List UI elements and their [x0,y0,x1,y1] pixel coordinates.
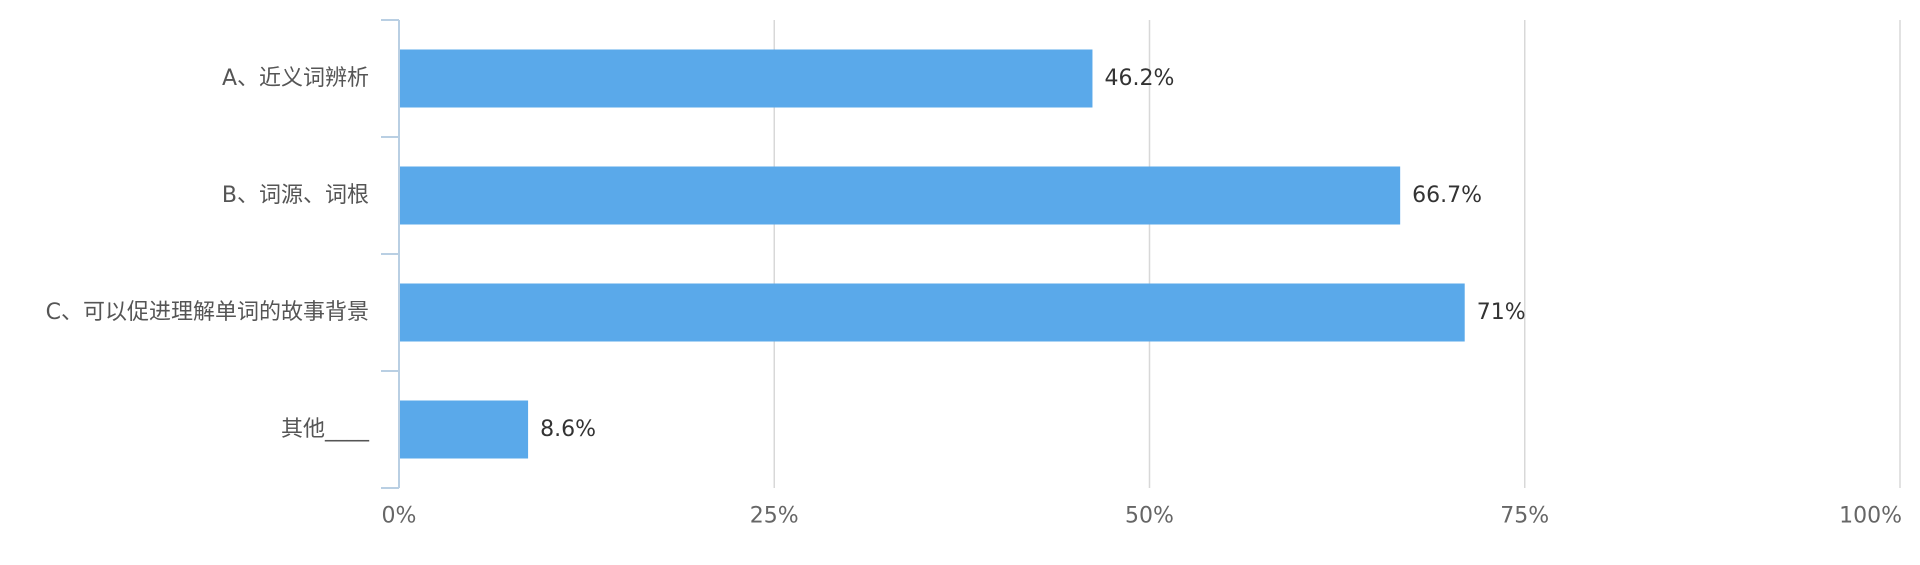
grid-lines [773,20,1901,488]
bar-0 [400,49,1093,108]
x-tick-label-75: 75% [1500,504,1549,529]
bars [400,49,1465,459]
category-label-0: A、近义词辨析 [222,66,369,91]
value-label-0: 46.2% [1104,66,1174,91]
value-label-3: 8.6% [540,417,596,442]
bar-3 [400,400,529,459]
category-label-2: C、可以促进理解单词的故事背景 [46,300,369,325]
value-label-2: 71% [1477,300,1526,325]
y-axis [381,19,400,489]
x-tick-labels: 0% 25% 50% 75% 100% [382,504,1902,529]
x-tick-label-0: 0% [382,504,417,529]
bar-1 [400,166,1401,225]
value-labels: 46.2% 66.7% 71% 8.6% [540,66,1526,442]
x-tick-label-50: 50% [1125,504,1174,529]
category-label-1: B、词源、词根 [222,183,369,208]
x-tick-label-25: 25% [750,504,799,529]
category-label-3: 其他____ [281,417,370,442]
x-tick-label-100: 100% [1839,504,1902,529]
bar-2 [400,283,1465,342]
value-label-1: 66.7% [1412,183,1482,208]
